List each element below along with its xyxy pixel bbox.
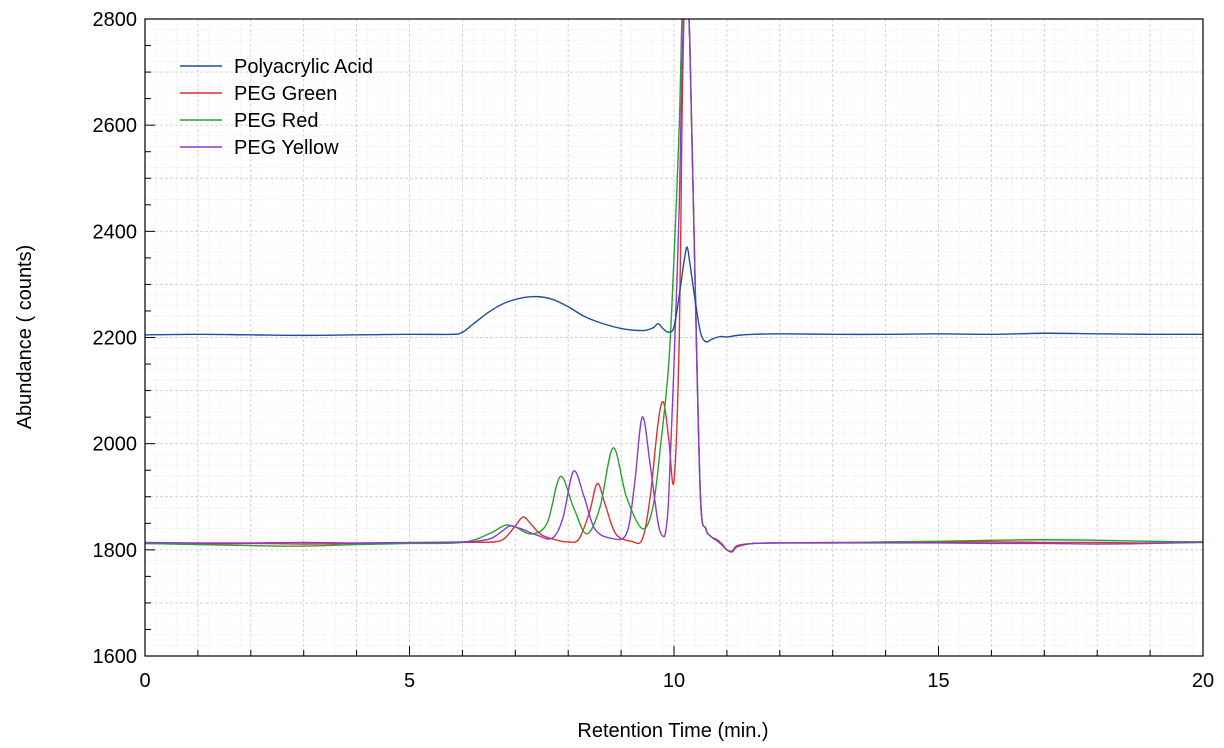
y-tick-label: 1800 <box>93 540 138 562</box>
series-layer <box>145 19 1203 553</box>
y-tick-label: 2000 <box>93 434 138 456</box>
y-tick-label: 2400 <box>93 221 138 243</box>
y-axis-label: Abundance ( counts) <box>14 245 36 430</box>
legend-label-peg-red: PEG Red <box>234 110 318 132</box>
legend: Polyacrylic Acid PEG Green PEG Red PEG Yell… <box>180 56 373 159</box>
y-tick-label: 2200 <box>93 328 138 350</box>
x-tick-label: 0 <box>139 670 150 692</box>
x-tick-label: 15 <box>927 670 949 692</box>
x-tick-label: 5 <box>404 670 415 692</box>
legend-label-polyacrylic-acid: Polyacrylic Acid <box>234 56 373 78</box>
series-line-peg-yellow <box>145 19 1203 553</box>
legend-label-peg-yellow: PEG Yellow <box>234 137 339 159</box>
tick-labels: 0 5 10 15 20 1600 1800 2000 2200 2400 2600 2800 <box>93 9 1215 692</box>
x-tick-label: 10 <box>663 670 685 692</box>
plot-area-frame <box>144 18 1204 657</box>
y-tick-label: 1600 <box>93 646 138 668</box>
legend-label-peg-green: PEG Green <box>234 83 337 105</box>
series-line-polyacrylic-acid <box>145 246 1203 343</box>
y-tick-label: 2800 <box>93 9 138 31</box>
x-axis-label: Retention Time (min.) <box>577 720 768 742</box>
x-tick-label: 20 <box>1192 670 1214 692</box>
y-tick-label: 2600 <box>93 115 138 137</box>
